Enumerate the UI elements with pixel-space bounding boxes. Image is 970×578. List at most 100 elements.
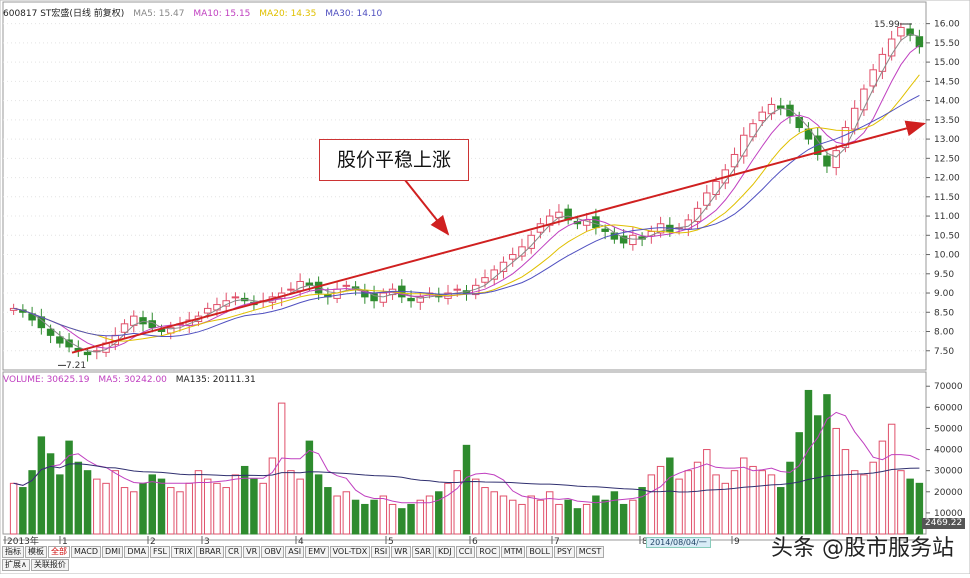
candle-body bbox=[139, 317, 147, 325]
indicator-tab[interactable]: 模板 bbox=[25, 546, 47, 558]
price-tick-label: 11.00 bbox=[934, 212, 960, 222]
volume-bar bbox=[656, 465, 665, 535]
volume-tick-label: 60000 bbox=[934, 403, 963, 413]
candle-body bbox=[370, 293, 378, 302]
price-panel-frame bbox=[2, 1, 927, 371]
volume-bar bbox=[231, 474, 240, 535]
indicator-tab[interactable]: OBV bbox=[261, 546, 285, 558]
candle-body bbox=[56, 336, 64, 344]
volume-bar bbox=[250, 478, 258, 535]
volume-bar bbox=[758, 470, 766, 535]
volume-bar bbox=[157, 478, 166, 535]
price-tick-label: 13.00 bbox=[934, 135, 960, 145]
candle-body bbox=[850, 107, 859, 130]
security-label: 600817 ST宏盛(日线 前复权) bbox=[3, 9, 125, 19]
volume-bar bbox=[786, 461, 794, 535]
volume-bar bbox=[259, 482, 267, 535]
volume-bar bbox=[878, 440, 887, 535]
volume-bar bbox=[887, 423, 896, 535]
indicator-tab[interactable]: CCI bbox=[455, 546, 476, 558]
indicator-tab[interactable]: BOLL bbox=[526, 546, 553, 558]
bottom-tab[interactable]: 扩展∧ bbox=[2, 559, 30, 571]
candle-body bbox=[453, 288, 461, 291]
volume-bar bbox=[619, 503, 628, 535]
price-tick-label: 16.00 bbox=[934, 20, 960, 30]
candle-body bbox=[749, 123, 757, 138]
indicator-tab[interactable]: TRIX bbox=[170, 546, 196, 558]
volume-bar bbox=[610, 491, 619, 535]
month-label: 2013年 bbox=[7, 535, 39, 547]
volume-bar bbox=[749, 465, 757, 535]
candle-body bbox=[213, 304, 221, 311]
indicator-tab[interactable]: CR bbox=[225, 546, 243, 558]
volume-bar bbox=[508, 499, 517, 535]
price-legend: 600817 ST宏盛(日线 前复权) MA5: 15.47 MA10: 15.… bbox=[3, 6, 388, 19]
candle-body bbox=[869, 69, 877, 87]
ma10-label: MA10: 15.15 bbox=[193, 9, 251, 19]
month-label: 4 bbox=[298, 537, 304, 547]
volume-bar bbox=[860, 474, 868, 535]
bottom-tab[interactable]: 关联报价 bbox=[30, 559, 69, 571]
volume-ma135-label: MA135: 20111.31 bbox=[175, 375, 256, 385]
indicator-tab[interactable]: WR bbox=[391, 546, 411, 558]
indicator-tab[interactable]: FSL bbox=[149, 546, 170, 558]
candle-body bbox=[527, 234, 535, 249]
volume-bar bbox=[499, 495, 508, 535]
indicator-tab[interactable]: MCST bbox=[575, 546, 605, 558]
volume-bar bbox=[46, 453, 55, 535]
indicator-tab[interactable]: MTM bbox=[500, 546, 526, 558]
volume-bar bbox=[897, 470, 905, 535]
price-tick-label: 14.50 bbox=[934, 77, 960, 87]
volume-bar bbox=[240, 465, 249, 535]
volume-bar bbox=[398, 508, 406, 535]
volume-bar bbox=[813, 415, 822, 535]
indicator-tab[interactable]: RSI bbox=[371, 546, 391, 558]
indicator-tab[interactable]: 全部 bbox=[48, 546, 70, 558]
indicator-tab[interactable]: ROC bbox=[476, 546, 500, 558]
price-tick-label: 8.00 bbox=[934, 328, 954, 338]
candle-body bbox=[823, 155, 831, 167]
volume-bar bbox=[388, 503, 397, 535]
ma20-label: MA20: 14.35 bbox=[259, 9, 317, 19]
indicator-tab[interactable]: KDJ bbox=[434, 546, 455, 558]
high-price-label: 15.99 bbox=[874, 20, 900, 30]
volume-bar bbox=[74, 461, 83, 535]
volume-bar bbox=[287, 470, 295, 535]
candle-body bbox=[203, 307, 212, 314]
volume-ma135-line bbox=[13, 463, 920, 493]
volume-bar bbox=[111, 470, 120, 535]
month-label: 5 bbox=[388, 537, 394, 547]
candle-body bbox=[795, 117, 803, 129]
candle-body bbox=[740, 134, 748, 157]
indicator-tab[interactable]: BRAR bbox=[196, 546, 225, 558]
indicator-tab[interactable]: ASI bbox=[285, 546, 305, 558]
candle-body bbox=[786, 104, 794, 117]
volume-tick-label: 10000 bbox=[934, 509, 963, 519]
indicator-tab[interactable]: VR bbox=[243, 546, 261, 558]
indicator-tab[interactable]: PSY bbox=[553, 546, 575, 558]
indicator-tab[interactable]: MACD bbox=[71, 546, 101, 558]
indicator-tab[interactable]: VOL-TDX bbox=[329, 546, 371, 558]
volume-bar bbox=[555, 503, 563, 535]
volume-bar bbox=[518, 503, 526, 535]
volume-bar bbox=[277, 402, 286, 535]
candle-body bbox=[231, 296, 240, 299]
volume-value-badge: 2469.22 bbox=[922, 518, 966, 529]
candle-body bbox=[481, 277, 489, 283]
volume-bar bbox=[915, 482, 924, 535]
indicator-tab[interactable]: DMI bbox=[101, 546, 124, 558]
indicator-tab[interactable]: SAR bbox=[411, 546, 434, 558]
indicator-tab[interactable]: 指标 bbox=[2, 546, 24, 558]
date-badge: 2014/08/04/一 bbox=[646, 537, 711, 548]
indicator-tab[interactable]: DMA bbox=[124, 546, 149, 558]
volume-legend: VOLUME: 30625.19 MA5: 30242.00 MA135: 20… bbox=[3, 375, 262, 385]
volume-bar bbox=[592, 495, 600, 535]
candle-body bbox=[887, 38, 896, 57]
volume-bar bbox=[56, 474, 64, 535]
volume-tick-label: 20000 bbox=[934, 488, 963, 498]
volume-bar bbox=[361, 503, 369, 535]
price-tick-label: 10.50 bbox=[934, 231, 960, 241]
ma30-line bbox=[13, 94, 920, 337]
indicator-tab[interactable]: EMV bbox=[305, 546, 329, 558]
